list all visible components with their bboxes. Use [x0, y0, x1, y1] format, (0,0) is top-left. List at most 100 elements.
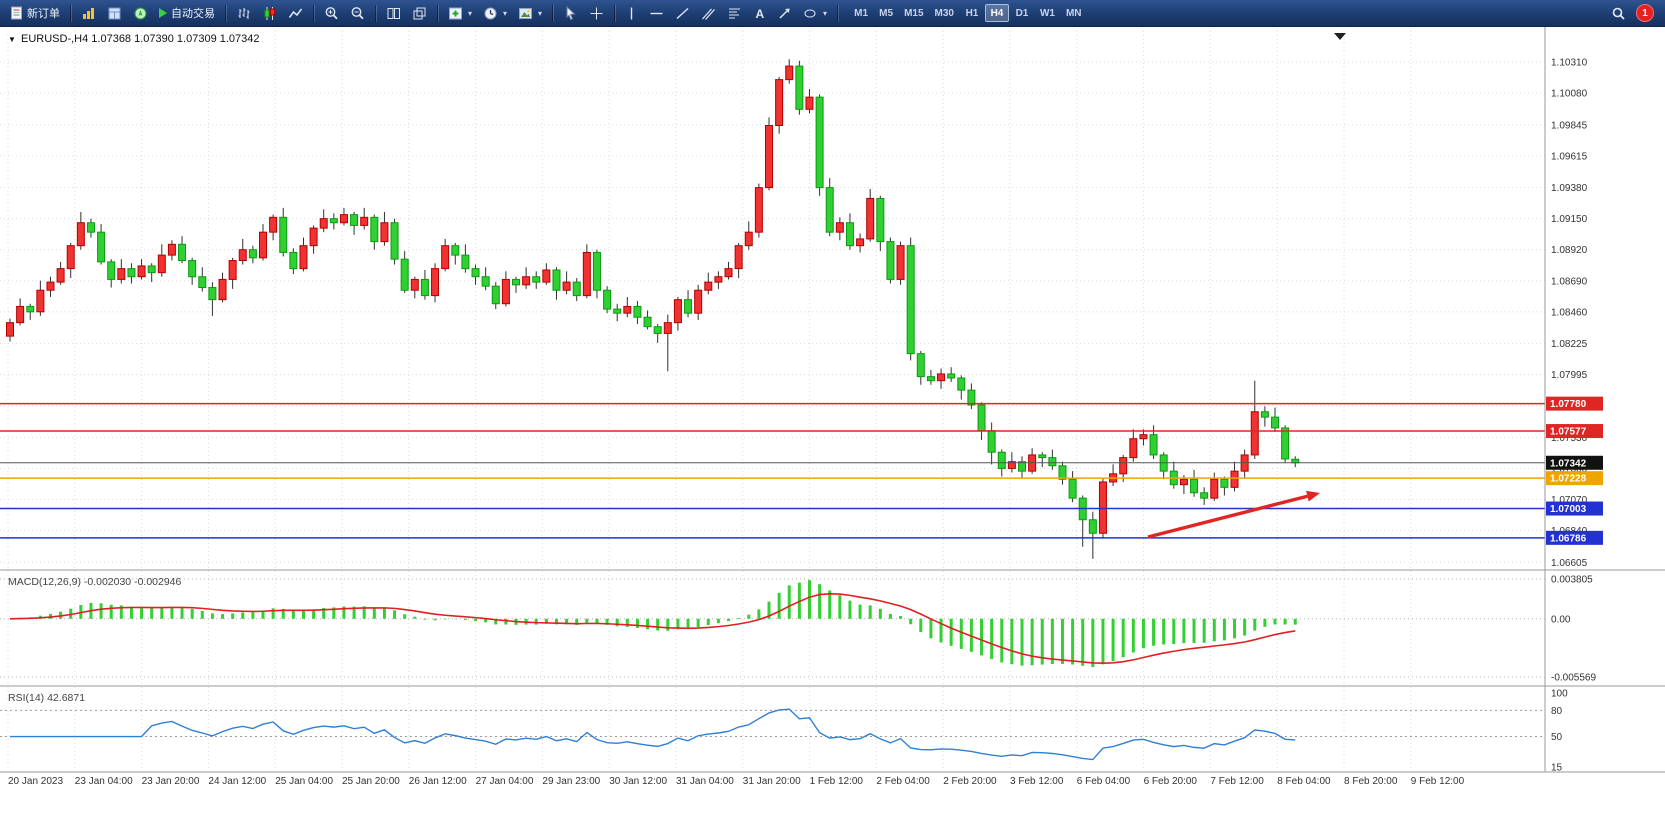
- fibonacci-icon: [729, 8, 741, 18]
- rsi-axis: 100 80 50 15: [1551, 689, 1568, 774]
- horizontal-line-button[interactable]: [644, 3, 669, 24]
- macd-label: MACD(12,26,9) -0.002030 -0.002946: [8, 576, 182, 588]
- svg-text:1.08460: 1.08460: [1551, 307, 1588, 318]
- timeframe-w1[interactable]: W1: [1035, 4, 1060, 22]
- line-chart-icon: [288, 8, 303, 18]
- svg-text:1.07577: 1.07577: [1550, 427, 1587, 438]
- svg-text:1.09380: 1.09380: [1551, 183, 1588, 194]
- vertical-line-button[interactable]: [620, 3, 643, 24]
- search-icon: [1612, 7, 1625, 20]
- channel-button[interactable]: [696, 3, 721, 24]
- zoom-out-button[interactable]: [345, 3, 370, 24]
- svg-text:7 Feb 12:00: 7 Feb 12:00: [1210, 776, 1264, 787]
- svg-text:27 Jan 04:00: 27 Jan 04:00: [476, 776, 534, 787]
- chart-area[interactable]: 1.10310 1.10080 1.09845 1.09615 1.09380 1.091…: [0, 27, 1665, 838]
- new-order-button[interactable]: 新订单: [5, 3, 65, 24]
- svg-text:-0.005569: -0.005569: [1551, 673, 1596, 684]
- shapes-icon: [804, 9, 816, 17]
- chart-info: ▼ EURUSD-,H4 1.07368 1.07390 1.07309 1.07…: [8, 33, 260, 45]
- market-watch-button[interactable]: [76, 3, 101, 24]
- svg-text:25 Jan 20:00: 25 Jan 20:00: [342, 776, 400, 787]
- svg-text:6 Feb 04:00: 6 Feb 04:00: [1077, 776, 1131, 787]
- trendline-icon: [676, 7, 689, 19]
- search-button[interactable]: [1606, 3, 1631, 24]
- svg-text:1.06605: 1.06605: [1551, 558, 1588, 569]
- zoom-in-icon: [325, 6, 338, 19]
- svg-text:A: A: [756, 7, 765, 21]
- timeframe-h4[interactable]: H4: [984, 4, 1009, 22]
- bar-chart-button[interactable]: [231, 3, 256, 24]
- candlestick-chart-button[interactable]: [257, 3, 282, 24]
- svg-text:1.07995: 1.07995: [1551, 370, 1588, 381]
- timeframe-m1[interactable]: M1: [849, 4, 873, 22]
- candlesticks: [6, 59, 1300, 559]
- chevron-down-icon: ▾: [823, 8, 828, 18]
- shapes-button[interactable]: ▾: [798, 3, 832, 24]
- crosshair-button[interactable]: [584, 3, 609, 24]
- svg-text:EURUSD-,H4 1.07368 1.07390 1.: EURUSD-,H4 1.07368 1.07390 1.07309 1.073…: [21, 33, 260, 45]
- fibonacci-button[interactable]: [722, 3, 747, 24]
- chart-shift-marker[interactable]: [1334, 33, 1346, 40]
- price-badges: 1.07780 1.07577 1.07342 1.07228 1.07003 1.067…: [1546, 396, 1603, 545]
- time-axis[interactable]: 20 Jan 2023 23 Jan 04:00 23 Jan 20:00 24 Ja…: [8, 776, 1465, 787]
- timeframe-mn[interactable]: MN: [1061, 4, 1087, 22]
- svg-text:1.08690: 1.08690: [1551, 276, 1588, 287]
- trend-arrow[interactable]: [1147, 490, 1320, 539]
- price-level-badge: 1.07780: [1546, 396, 1603, 411]
- toolbar-separator: [552, 4, 554, 22]
- trendline-button[interactable]: [670, 3, 695, 24]
- svg-text:31 Jan 04:00: 31 Jan 04:00: [676, 776, 734, 787]
- price-chart[interactable]: 1.10310 1.10080 1.09845 1.09615 1.09380 1.091…: [0, 27, 1665, 838]
- svg-text:100: 100: [1551, 689, 1568, 700]
- price-level-badge: 1.07228: [1546, 471, 1603, 486]
- price-level-badge: 1.07342: [1546, 455, 1603, 470]
- price-level-badge: 1.07003: [1546, 501, 1603, 516]
- line-chart-button[interactable]: [283, 3, 308, 24]
- templates-button[interactable]: ▾: [513, 3, 547, 24]
- zoom-in-button[interactable]: [319, 3, 344, 24]
- svg-text:2 Feb 20:00: 2 Feb 20:00: [943, 776, 997, 787]
- timeframe-m30[interactable]: M30: [930, 4, 959, 22]
- template-icon: [519, 7, 533, 19]
- timeframe-h1[interactable]: H1: [960, 4, 984, 22]
- svg-text:29 Jan 23:00: 29 Jan 23:00: [542, 776, 600, 787]
- candlestick-chart-icon: [264, 6, 275, 20]
- tile-windows-icon: [387, 7, 400, 19]
- auto-trading-button[interactable]: 自动交易: [154, 3, 220, 24]
- cascade-windows-button[interactable]: [407, 3, 432, 24]
- svg-text:9 Feb 12:00: 9 Feb 12:00: [1411, 776, 1465, 787]
- symbol-dropdown-icon: ▼: [8, 35, 16, 44]
- arrows-tool-button[interactable]: [772, 3, 797, 24]
- clock-icon: [484, 7, 497, 19]
- svg-text:24 Jan 12:00: 24 Jan 12:00: [208, 776, 266, 787]
- new-order-icon: [11, 6, 22, 20]
- cursor-button[interactable]: [558, 3, 583, 24]
- timeframe-d1[interactable]: D1: [1010, 4, 1034, 22]
- svg-text:1.09150: 1.09150: [1551, 214, 1588, 225]
- svg-text:1 Feb 12:00: 1 Feb 12:00: [810, 776, 864, 787]
- notification-badge[interactable]: 1: [1636, 4, 1654, 22]
- rsi-line: [10, 708, 1296, 761]
- svg-text:50: 50: [1551, 732, 1563, 743]
- svg-text:1.07530: 1.07530: [1551, 433, 1588, 444]
- data-window-button[interactable]: [102, 3, 127, 24]
- svg-text:23 Jan 20:00: 23 Jan 20:00: [142, 776, 200, 787]
- macd-grid: [0, 578, 1545, 678]
- navigator-button[interactable]: [128, 3, 153, 24]
- price-level-badge: 1.07577: [1546, 424, 1603, 439]
- svg-text:2 Feb 04:00: 2 Feb 04:00: [876, 776, 930, 787]
- svg-text:30 Jan 12:00: 30 Jan 12:00: [609, 776, 667, 787]
- tile-windows-button[interactable]: [381, 3, 406, 24]
- cascade-windows-icon: [413, 7, 426, 19]
- periods-button[interactable]: ▾: [478, 3, 512, 24]
- svg-text:1.06786: 1.06786: [1550, 533, 1587, 544]
- indicators-button[interactable]: ▾: [443, 3, 477, 24]
- svg-text:25 Jan 04:00: 25 Jan 04:00: [275, 776, 333, 787]
- svg-text:8 Feb 20:00: 8 Feb 20:00: [1344, 776, 1398, 787]
- timeframe-m5[interactable]: M5: [874, 4, 898, 22]
- svg-text:1.10080: 1.10080: [1551, 89, 1588, 100]
- timeframe-m15[interactable]: M15: [899, 4, 928, 22]
- text-tool-button[interactable]: A: [748, 3, 771, 24]
- macd-axis: 0.003805 0.00 -0.005569: [1551, 575, 1596, 684]
